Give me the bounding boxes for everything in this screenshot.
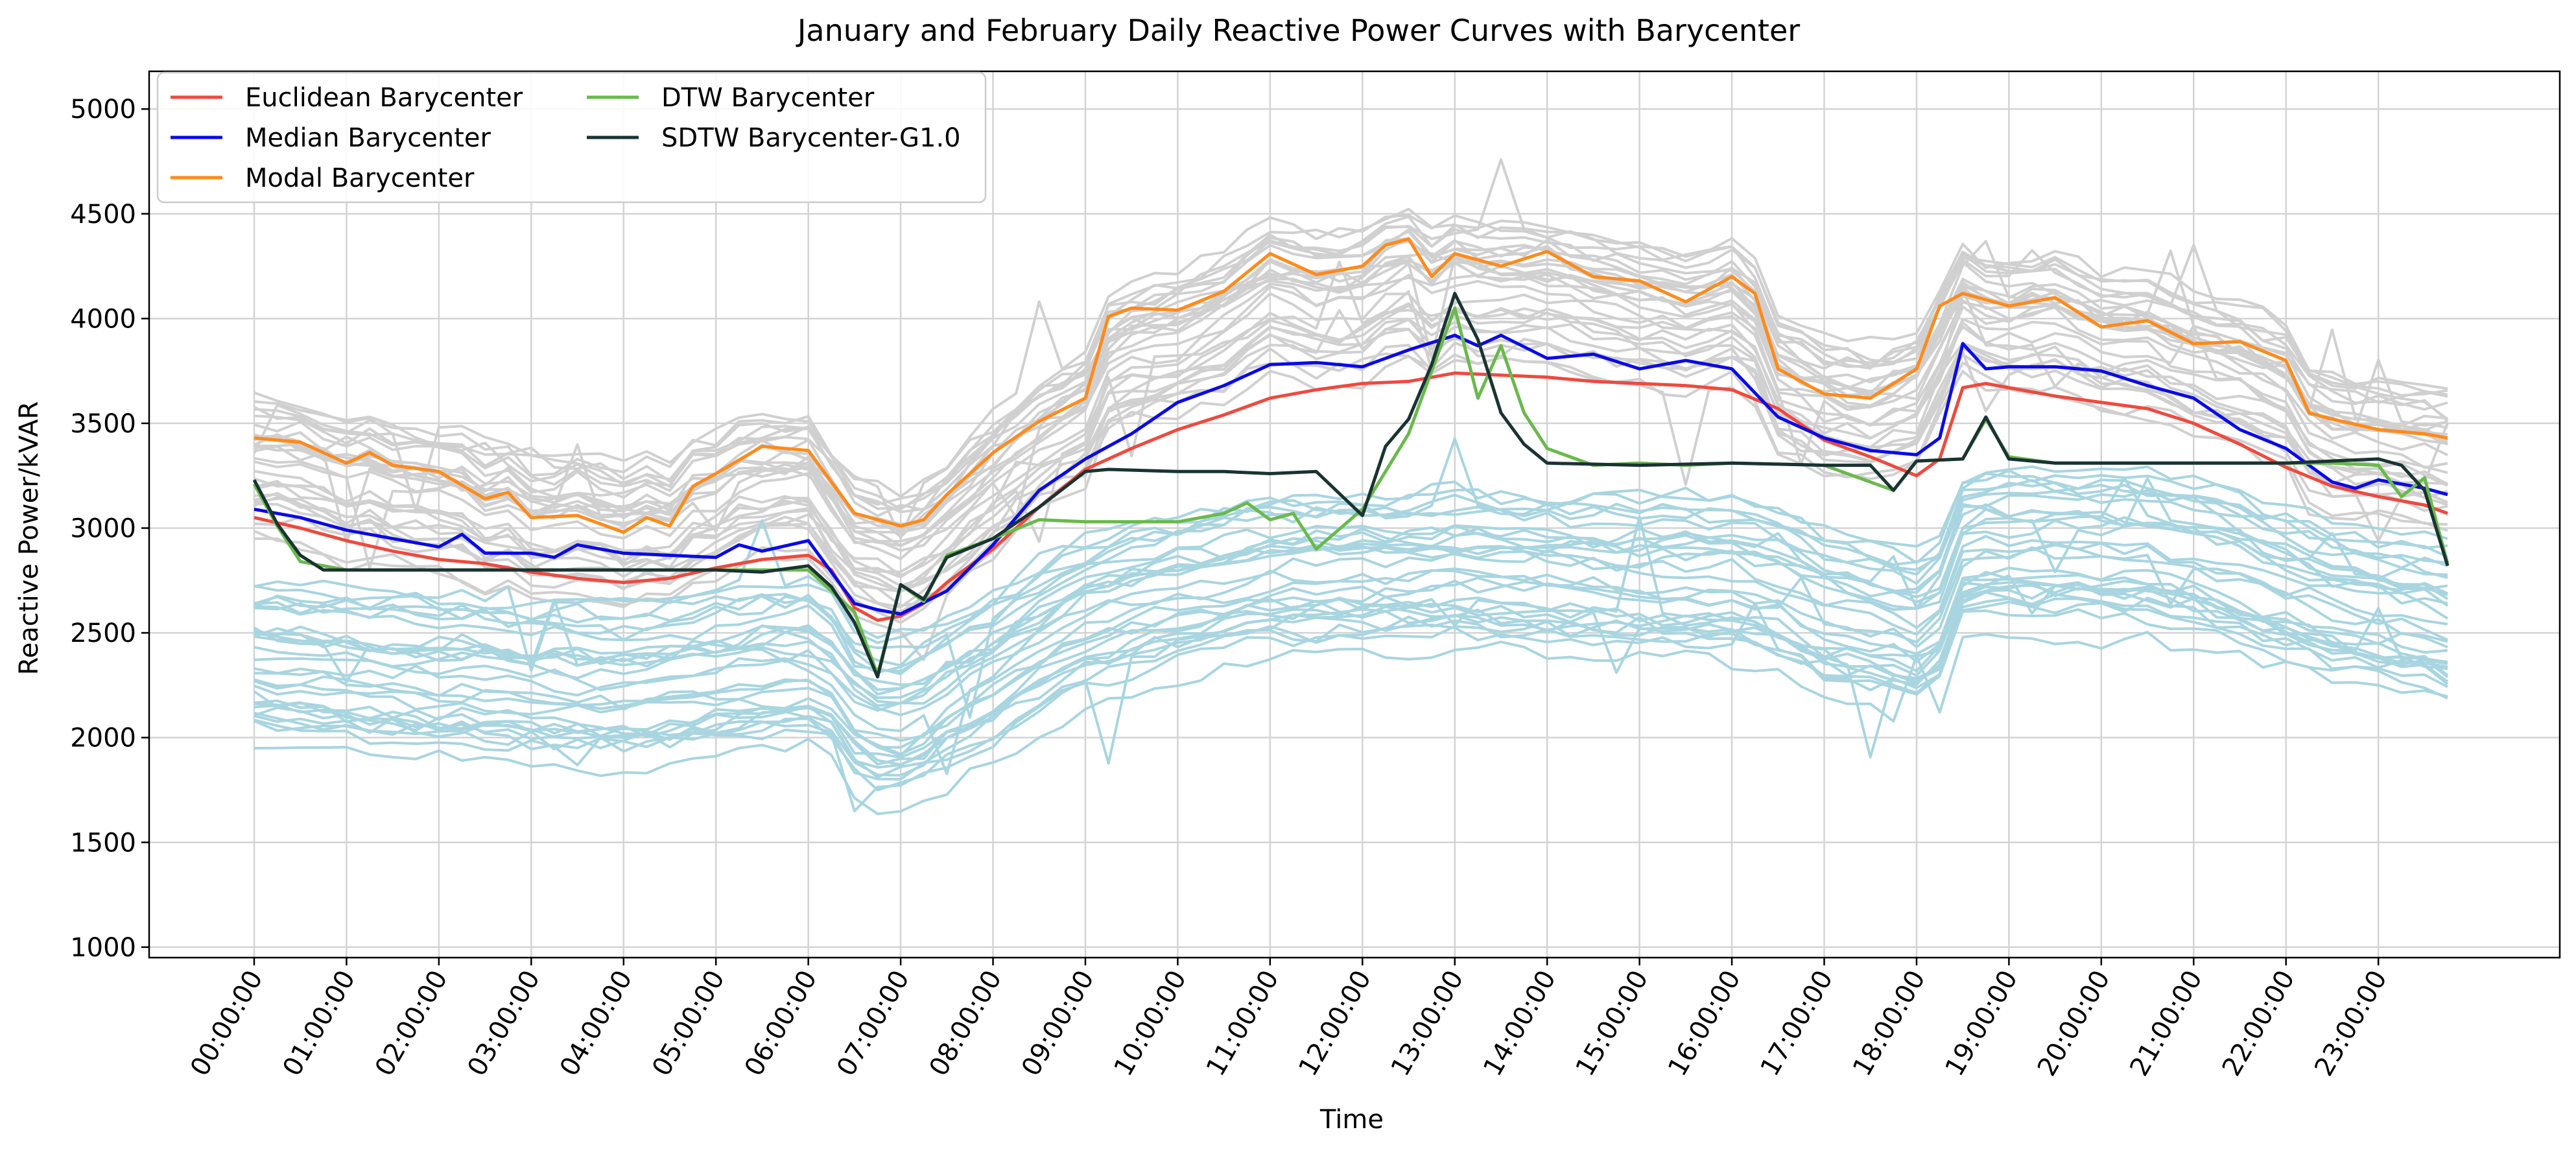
legend-label: Median Barycenter [245, 123, 491, 153]
y-tick-label: 2500 [70, 619, 136, 648]
x-tick-label: 09:00:00 [1016, 965, 1100, 1081]
y-tick-label: 2000 [70, 724, 136, 753]
x-tick-label: 17:00:00 [1755, 965, 1839, 1081]
daily-curve [254, 239, 2448, 530]
y-axis-label: Reactive Power/kVAR [14, 401, 44, 675]
legend-label: DTW Barycenter [661, 83, 875, 113]
y-tick-label: 3000 [70, 514, 136, 544]
x-tick-label: 18:00:00 [1847, 965, 1932, 1081]
x-tick-label: 02:00:00 [370, 965, 454, 1081]
series-line-median [254, 333, 2448, 616]
y-tick-label: 1000 [70, 933, 136, 963]
y-tick-label: 3500 [70, 409, 136, 439]
series-line-euclidean [254, 371, 2448, 622]
legend-box [156, 71, 987, 204]
daily-curve [254, 583, 2449, 781]
x-tick-label: 06:00:00 [739, 965, 823, 1081]
y-axis: 1000 1500 2000 2500 3000 3500 4000 4500 5000 [70, 95, 149, 963]
x-tick-label: 11:00:00 [1201, 965, 1285, 1081]
daily-curve [254, 214, 2448, 498]
x-tick-label: 08:00:00 [924, 965, 1008, 1081]
legend-label: Modal Barycenter [245, 163, 475, 193]
y-tick-label: 4500 [70, 200, 136, 230]
daily-curve [254, 535, 2449, 712]
daily-curve [254, 542, 2448, 775]
daily-curve [254, 328, 2448, 593]
daily-curve [254, 478, 2448, 719]
x-tick-label: 22:00:00 [2217, 965, 2301, 1081]
series-line-sdtw [252, 292, 2450, 679]
x-tick-label: 07:00:00 [831, 965, 916, 1081]
x-tick-label: 04:00:00 [554, 965, 639, 1081]
x-tick-label: 03:00:00 [462, 965, 546, 1081]
barycenter-series [252, 237, 2450, 679]
x-tick-label: 15:00:00 [1570, 965, 1655, 1081]
x-tick-label: 20:00:00 [2032, 965, 2116, 1081]
x-tick-label: 10:00:00 [1108, 965, 1192, 1081]
x-tick-label: 19:00:00 [1939, 965, 2024, 1081]
daily-curve [254, 566, 2448, 757]
x-tick-label: 12:00:00 [1293, 965, 1377, 1081]
series-line-modal [254, 237, 2448, 534]
daily-curve [254, 597, 2448, 792]
daily-curve [254, 631, 2448, 816]
plot-area-frame [148, 70, 2561, 959]
x-tick-label: 01:00:00 [277, 965, 361, 1081]
x-tick-label: 05:00:00 [646, 965, 731, 1081]
x-tick-label: 00:00:00 [185, 965, 269, 1081]
y-tick-label: 5000 [70, 95, 136, 124]
x-axis: 00:00:00 01:00:00 02:00:00 03:00:00 04:00:00… [185, 958, 2393, 1081]
chart-title: January and February Daily Reactive Powe… [796, 13, 1800, 48]
x-tick-label: 16:00:00 [1662, 965, 1747, 1081]
x-tick-label: 23:00:00 [2309, 965, 2393, 1081]
x-tick-label: 14:00:00 [1478, 965, 1562, 1081]
daily-curve [254, 292, 2448, 579]
daily-curve [254, 596, 2449, 777]
y-tick-label: 1500 [70, 828, 136, 858]
x-tick-label: 21:00:00 [2124, 965, 2208, 1081]
legend-label: SDTW Barycenter-G1.0 [661, 123, 961, 153]
y-tick-label: 4000 [70, 304, 136, 334]
x-tick-label: 13:00:00 [1386, 965, 1470, 1081]
daily-curve [254, 580, 2449, 766]
x-axis-label: Time [1319, 1105, 1384, 1135]
legend: Euclidean Barycenter Median Barycenter Mod… [156, 71, 987, 204]
daily-curve [254, 304, 2448, 587]
legend-label: Euclidean Barycenter [245, 83, 523, 113]
daily-curve [254, 465, 2448, 644]
daily-curve [254, 542, 2448, 716]
daily-curve [254, 477, 2448, 705]
daily-curve [254, 502, 2448, 696]
background-daily-curves [253, 158, 2449, 816]
daily-curve [254, 158, 2449, 510]
daily-curve [254, 489, 2448, 676]
daily-curve [254, 516, 2449, 700]
daily-curve [254, 260, 2448, 577]
